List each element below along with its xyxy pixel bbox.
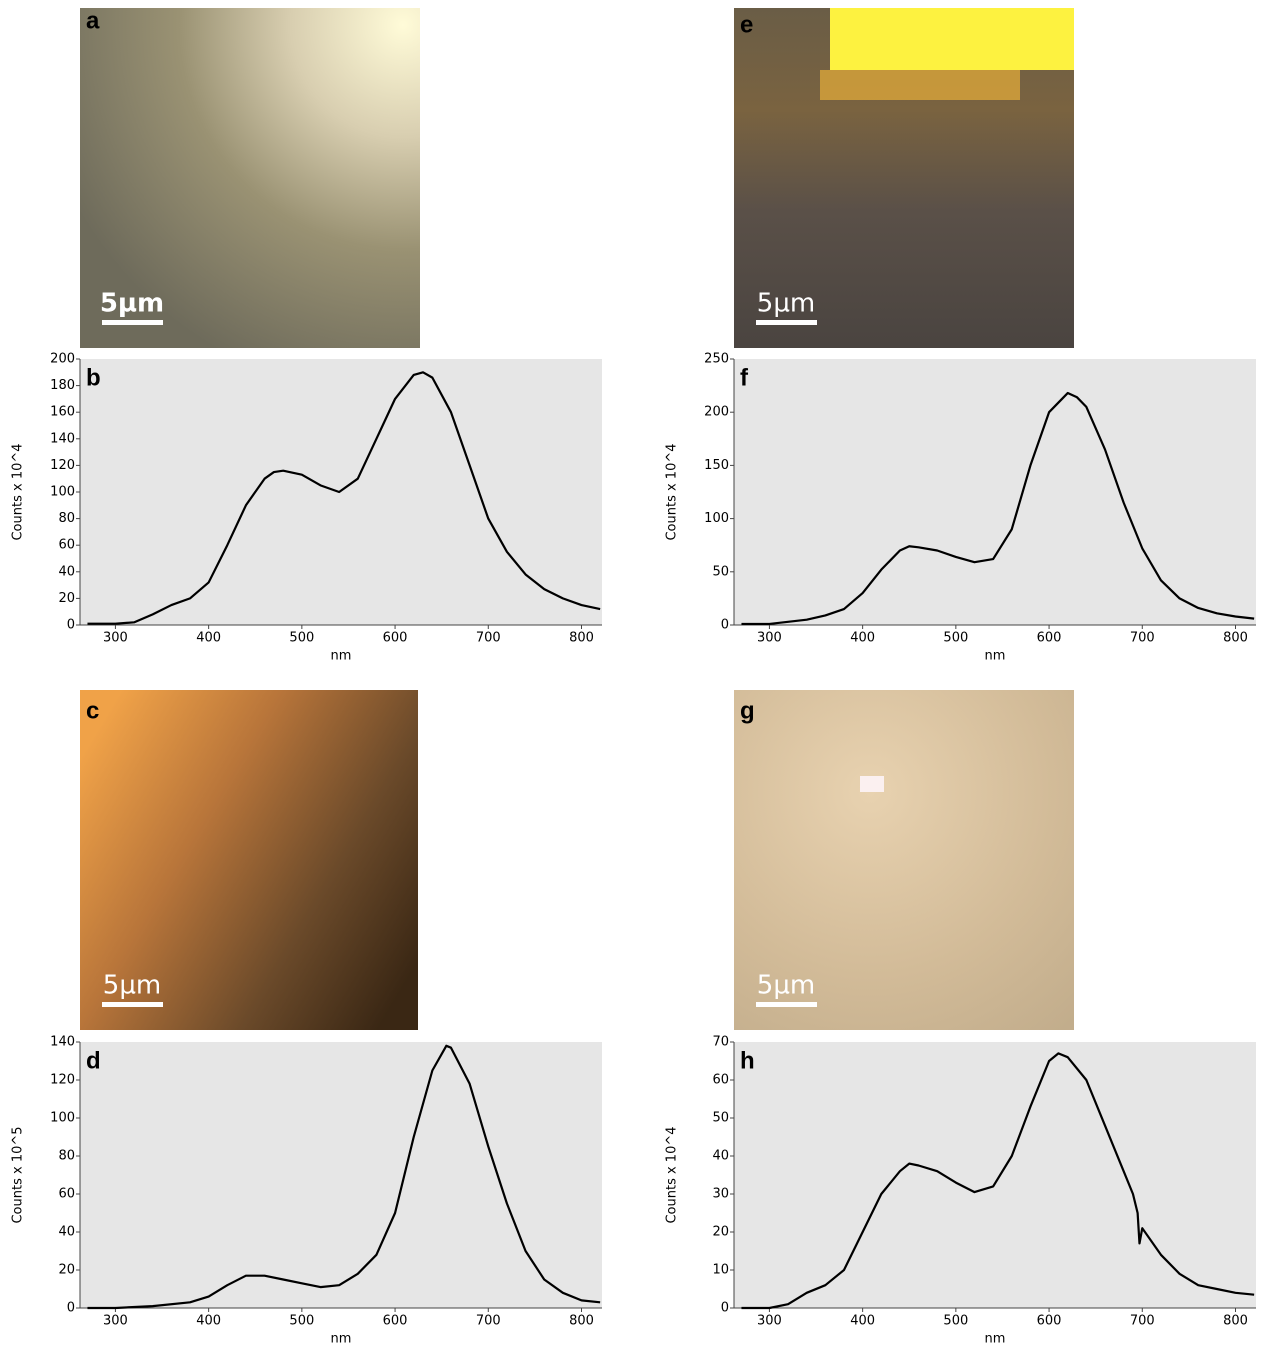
page: a 5µm c 5µm e 5µm g 5µm 0204060801001201…	[0, 0, 1261, 1353]
y-tick-label: 200	[50, 352, 75, 367]
spectrum-chart: 0 20 40 60 80 100 120 140 300 400 500 600 700 800 nm Co…	[11, 1035, 603, 1347]
y-tick-label: 100	[50, 1111, 75, 1126]
x-tick-label: 400	[196, 631, 221, 646]
panel-label: c	[86, 697, 99, 724]
scale-bar-label: 5µm	[100, 289, 164, 319]
x-tick-label: 300	[757, 631, 782, 646]
y-tick-label: 180	[50, 378, 75, 393]
y-tick-label: 20	[58, 591, 75, 606]
x-tick-label: 700	[476, 631, 501, 646]
panel-label: d	[86, 1047, 101, 1074]
y-tick-label: 0	[721, 618, 729, 633]
x-tick-label: 700	[1130, 1314, 1155, 1329]
y-tick-label: 100	[704, 511, 729, 526]
panel-label: a	[86, 7, 100, 34]
micrograph-e: e 5µm	[734, 8, 1074, 348]
y-tick-label: 0	[721, 1301, 729, 1316]
y-tick-label: 70	[712, 1035, 729, 1050]
y-tick-label: 250	[704, 352, 729, 367]
y-tick-label: 160	[50, 405, 75, 420]
micrograph-bright-region	[820, 70, 1020, 100]
x-tick-label: 400	[850, 631, 875, 646]
x-tick-label: 700	[476, 1314, 501, 1329]
scale-bar	[102, 320, 163, 325]
x-tick-label: 600	[1037, 1314, 1062, 1329]
x-tick-label: 300	[103, 1314, 128, 1329]
scale-bar	[756, 320, 817, 325]
x-tick-label: 500	[943, 631, 968, 646]
spectrum-chart: 0 20 40 60 80 100 120 140 160 180 200 300 400 500 600 7…	[11, 352, 603, 664]
y-tick-label: 20	[58, 1263, 75, 1278]
y-tick-label: 140	[50, 1035, 75, 1050]
x-axis-label: nm	[331, 649, 352, 664]
x-tick-label: 500	[289, 631, 314, 646]
y-axis-label: Counts x 10^4	[665, 1126, 680, 1223]
y-tick-label: 0	[67, 618, 75, 633]
scale-bar-label: 5µm	[757, 971, 815, 1001]
plot-background	[80, 1042, 602, 1308]
x-tick-label: 300	[103, 631, 128, 646]
y-tick-label: 40	[712, 1149, 729, 1164]
y-tick-label: 60	[58, 538, 75, 553]
y-axis-label: Counts x 10^4	[665, 443, 680, 540]
scale-bar-label: 5µm	[103, 971, 161, 1001]
x-tick-label: 500	[289, 1314, 314, 1329]
y-tick-label: 140	[50, 431, 75, 446]
micrograph-g: g 5µm	[734, 690, 1074, 1030]
x-tick-label: 600	[383, 1314, 408, 1329]
plot-background	[734, 1042, 1256, 1308]
scale-bar	[756, 1002, 817, 1007]
plot-background	[734, 359, 1256, 625]
y-tick-label: 30	[712, 1187, 729, 1202]
y-tick-label: 10	[712, 1263, 729, 1278]
x-tick-label: 400	[850, 1314, 875, 1329]
x-tick-label: 800	[1223, 1314, 1248, 1329]
x-axis-label: nm	[331, 1332, 352, 1347]
x-tick-label: 400	[196, 1314, 221, 1329]
y-tick-label: 40	[58, 564, 75, 579]
x-axis-label: nm	[985, 649, 1006, 664]
y-tick-label: 60	[58, 1187, 75, 1202]
panel-label: h	[740, 1047, 755, 1074]
y-tick-label: 80	[58, 511, 75, 526]
y-tick-label: 120	[50, 1073, 75, 1088]
scale-bar-label: 5µm	[757, 289, 815, 319]
x-tick-label: 800	[569, 631, 594, 646]
y-axis-label: Counts x 10^4	[11, 443, 26, 540]
y-tick-label: 60	[712, 1073, 729, 1088]
y-axis-label: Counts x 10^5	[11, 1126, 26, 1223]
spectrum-chart: 0 10 20 30 40 50 60 70 300 400 500 600 700 800 nm Count…	[665, 1035, 1257, 1347]
x-axis-label: nm	[985, 1332, 1006, 1347]
panel-label: b	[86, 364, 101, 391]
y-tick-label: 150	[704, 458, 729, 473]
y-tick-label: 50	[712, 564, 729, 579]
panel-label: e	[740, 11, 753, 38]
y-tick-label: 100	[50, 485, 75, 500]
x-tick-label: 600	[383, 631, 408, 646]
panel-label: g	[740, 697, 755, 724]
x-tick-label: 800	[1223, 631, 1248, 646]
y-tick-label: 0	[67, 1301, 75, 1316]
y-tick-label: 40	[58, 1225, 75, 1240]
panel-label: f	[740, 364, 749, 391]
x-tick-label: 500	[943, 1314, 968, 1329]
y-tick-label: 20	[712, 1225, 729, 1240]
y-tick-label: 80	[58, 1149, 75, 1164]
x-tick-label: 800	[569, 1314, 594, 1329]
micrograph-bright-region	[830, 8, 1074, 70]
spectrum-chart: 0 50 100 150 200 250 300 400 500 600 700 800 nm Count…	[665, 352, 1257, 664]
y-tick-label: 200	[704, 405, 729, 420]
micrograph-bright-spot	[860, 776, 884, 792]
scale-bar	[102, 1002, 163, 1007]
figure: a 5µm c 5µm e 5µm g 5µm 0204060801001201…	[0, 0, 1261, 1349]
y-tick-label: 120	[50, 458, 75, 473]
x-tick-label: 600	[1037, 631, 1062, 646]
micrograph-a: a 5µm	[80, 7, 420, 348]
x-tick-label: 700	[1130, 631, 1155, 646]
x-tick-label: 300	[757, 1314, 782, 1329]
micrograph-c: c 5µm	[80, 690, 418, 1030]
y-tick-label: 50	[712, 1111, 729, 1126]
